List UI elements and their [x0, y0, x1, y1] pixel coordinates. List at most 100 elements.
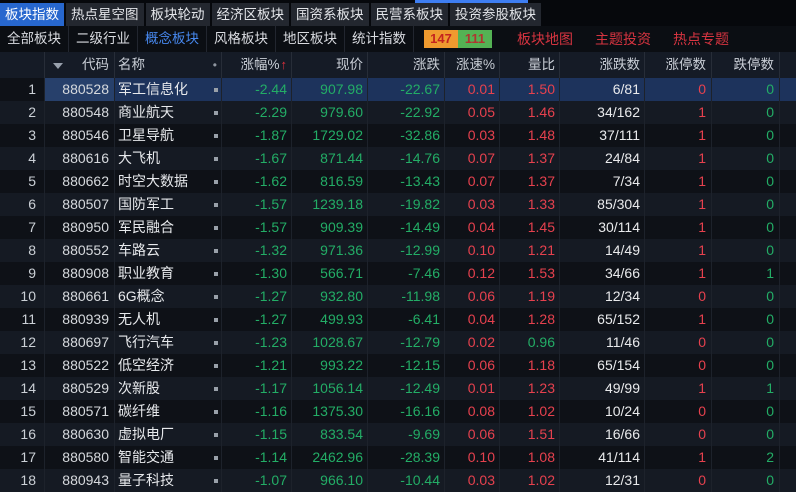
price-change: -12.49: [368, 377, 445, 400]
table-row[interactable]: 12 880697 飞行汽车 -1.23 1028.67 -12.79 0.02 0.96 11…: [0, 331, 796, 354]
tabbar-scrollbar-thumb[interactable]: [415, 0, 528, 3]
sector-code: 880528: [45, 78, 115, 101]
main-tab-6[interactable]: 投资参股板块: [450, 3, 541, 26]
column-header-3[interactable]: 涨幅%↑: [222, 52, 292, 78]
category-tab-0[interactable]: 全部板块: [0, 26, 69, 52]
change-percent: -1.23: [222, 331, 292, 354]
main-tab-0[interactable]: 板块指数: [0, 3, 64, 26]
menu-link-1[interactable]: 主题投资: [595, 31, 651, 47]
menu-link-2[interactable]: 热点专题: [673, 31, 729, 47]
change-speed: 0.03: [445, 469, 500, 492]
table-row[interactable]: 8 880552 车路云 -1.32 971.36 -12.99 0.10 1.21 14/49…: [0, 239, 796, 262]
table-row[interactable]: 3 880546 卫星导航 -1.87 1729.02 -32.86 0.03 1.48 37/…: [0, 124, 796, 147]
advancers-decliners: 16/66: [560, 423, 645, 446]
sector-name: 量子科技: [118, 472, 174, 488]
current-price: 971.36: [292, 239, 368, 262]
table-row[interactable]: 4 880616 大飞机 -1.67 871.44 -14.76 0.07 1.37 24/84…: [0, 147, 796, 170]
sector-name-cell: 时空大数据: [115, 170, 222, 193]
current-price: 932.80: [292, 285, 368, 308]
current-price: 966.10: [292, 469, 368, 492]
sector-name-cell: 卫星导航: [115, 124, 222, 147]
table-row[interactable]: 5 880662 时空大数据 -1.62 816.59 -13.43 0.07 1.37 7/3…: [0, 170, 796, 193]
current-price: 1375.30: [292, 400, 368, 423]
category-tab-3[interactable]: 风格板块: [207, 26, 276, 52]
advancers-decliners: 14/49: [560, 239, 645, 262]
limit-up-count: 0: [645, 469, 712, 492]
volume-ratio: 1.18: [500, 354, 560, 377]
main-tab-1[interactable]: 热点星空图: [66, 3, 144, 26]
advancers-decliners: 65/154: [560, 354, 645, 377]
limit-up-count: 1: [645, 308, 712, 331]
change-speed: 0.01: [445, 78, 500, 101]
volume-ratio: 1.46: [500, 101, 560, 124]
row-index: 18: [0, 469, 45, 492]
table-row[interactable]: 16 880630 虚拟电厂 -1.15 833.54 -9.69 0.06 1.51 16/6…: [0, 423, 796, 446]
column-header-8[interactable]: 涨跌数: [560, 52, 645, 78]
limit-down-count: 1: [712, 377, 780, 400]
column-header-2[interactable]: 名称 •: [115, 52, 222, 78]
row-index: 9: [0, 262, 45, 285]
note-marker-icon: [214, 432, 218, 437]
table-row[interactable]: 13 880522 低空经济 -1.21 993.22 -12.15 0.06 1.18 65/…: [0, 354, 796, 377]
table-row[interactable]: 15 880571 碳纤维 -1.16 1375.30 -16.16 0.08 1.02 10/…: [0, 400, 796, 423]
change-percent: -1.27: [222, 308, 292, 331]
sector-name-cell: 国防军工: [115, 193, 222, 216]
main-tab-5[interactable]: 民营系板块: [370, 3, 448, 26]
category-tab-1[interactable]: 二级行业: [69, 26, 138, 52]
price-change: -9.69: [368, 423, 445, 446]
price-change: -11.98: [368, 285, 445, 308]
sector-name: 6G概念: [118, 288, 165, 304]
volume-ratio: 1.50: [500, 78, 560, 101]
table-row[interactable]: 14 880529 次新股 -1.17 1056.14 -12.49 0.01 1.23 49/…: [0, 377, 796, 400]
change-percent: -1.27: [222, 285, 292, 308]
column-dropdown-icon[interactable]: [53, 63, 63, 69]
sector-code: 880950: [45, 216, 115, 239]
category-tab-2[interactable]: 概念板块: [138, 26, 207, 52]
volume-ratio: 1.21: [500, 239, 560, 262]
menu-link-0[interactable]: 板块地图: [517, 31, 573, 47]
main-tab-4[interactable]: 国资系板块: [291, 3, 369, 26]
table-row[interactable]: 1 880528 军工信息化 -2.44 907.98 -22.67 0.01 1.50 6/8…: [0, 78, 796, 101]
change-speed: 0.07: [445, 147, 500, 170]
column-header-0[interactable]: [0, 52, 45, 78]
sector-name-cell: 次新股: [115, 377, 222, 400]
limit-down-count: 0: [712, 308, 780, 331]
column-header-1[interactable]: 代码: [45, 52, 115, 78]
row-index: 15: [0, 400, 45, 423]
column-header-10[interactable]: 跌停数: [712, 52, 780, 78]
column-header-4[interactable]: 现价: [292, 52, 368, 78]
sector-code: 880548: [45, 101, 115, 124]
change-percent: -1.67: [222, 147, 292, 170]
column-header-5[interactable]: 涨跌: [368, 52, 445, 78]
note-marker-icon: [214, 248, 218, 253]
table-row[interactable]: 18 880943 量子科技 -1.07 966.10 -10.44 0.03 1.02 12/…: [0, 469, 796, 492]
row-index: 8: [0, 239, 45, 262]
note-marker-icon: [214, 363, 218, 368]
table-row[interactable]: 10 880661 6G概念 -1.27 932.80 -11.98 0.06 1.19 12/…: [0, 285, 796, 308]
table-row[interactable]: 17 880580 智能交通 -1.14 2462.96 -28.39 0.10 1.08 41…: [0, 446, 796, 469]
advancers-decliners: 10/24: [560, 400, 645, 423]
column-header-7[interactable]: 量比: [500, 52, 560, 78]
current-price: 993.22: [292, 354, 368, 377]
change-speed: 0.04: [445, 216, 500, 239]
column-header-9[interactable]: 涨停数: [645, 52, 712, 78]
category-tab-4[interactable]: 地区板块: [276, 26, 345, 52]
table-row[interactable]: 7 880950 军民融合 -1.57 909.39 -14.49 0.04 1.45 30/1…: [0, 216, 796, 239]
table-row[interactable]: 2 880548 商业航天 -2.29 979.60 -22.92 0.05 1.46 34/1…: [0, 101, 796, 124]
row-index: 17: [0, 446, 45, 469]
sector-name: 飞行汽车: [118, 334, 174, 350]
column-header-6[interactable]: 涨速%: [445, 52, 500, 78]
table-row[interactable]: 11 880939 无人机 -1.27 499.93 -6.41 0.04 1.28 65/15…: [0, 308, 796, 331]
column-header-label: 名称: [118, 57, 145, 72]
sort-ascending-icon: ↑: [280, 57, 288, 72]
category-tab-5[interactable]: 统计指数: [345, 26, 414, 52]
table-row[interactable]: 9 880908 职业教育 -1.30 566.71 -7.46 0.12 1.53 34/66…: [0, 262, 796, 285]
limit-down-count: 0: [712, 216, 780, 239]
main-tab-2[interactable]: 板块轮动: [145, 3, 210, 26]
sector-name-cell: 职业教育: [115, 262, 222, 285]
price-change: -14.76: [368, 147, 445, 170]
table-row[interactable]: 6 880507 国防军工 -1.57 1239.18 -19.82 0.03 1.33 85/…: [0, 193, 796, 216]
volume-ratio: 1.37: [500, 147, 560, 170]
limit-down-count: 1: [712, 262, 780, 285]
main-tab-3[interactable]: 经济区板块: [211, 3, 289, 26]
